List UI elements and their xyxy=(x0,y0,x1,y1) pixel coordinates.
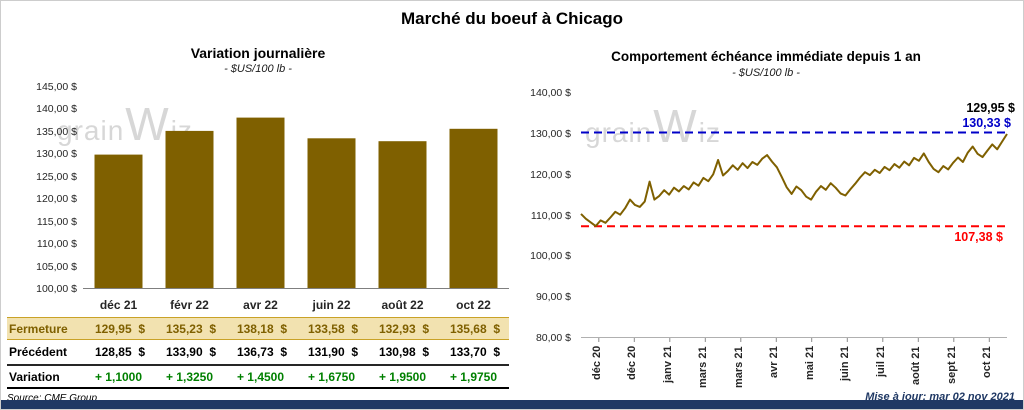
precedent-row: Précédent 128,85 $ 133,90 $ 136,73 $ 131… xyxy=(7,340,509,364)
x-tick-label: janv 21 xyxy=(661,346,674,384)
x-tick-label: mars 21 xyxy=(697,346,710,388)
bar-chart xyxy=(83,87,509,289)
precedent-value: 133,70 $ xyxy=(449,345,500,359)
x-tick-label: avr 21 xyxy=(768,346,781,378)
variation-value: + 1,3250 xyxy=(165,369,214,384)
last-price-label: 129,95 $ xyxy=(966,101,1015,116)
y-tick-label: 135,00 $ xyxy=(36,125,77,138)
precedent-value: 130,98 $ xyxy=(378,345,429,359)
y-tick-label: 80,00 $ xyxy=(535,332,571,344)
fermeture-value: 133,58 $ xyxy=(307,321,358,336)
y-tick-label: 105,00 $ xyxy=(36,260,77,273)
fermeture-value: 135,23 $ xyxy=(165,321,216,336)
line-chart-svg xyxy=(580,131,1008,342)
variation-row: Variation + 1,1000 + 1,3250 + 1,4500 + 1… xyxy=(7,364,509,389)
y-tick-label: 120,00 $ xyxy=(36,193,77,206)
y-tick-label: 145,00 $ xyxy=(36,81,77,93)
y-tick-label: 115,00 $ xyxy=(36,215,77,228)
precedent-value: 133,90 $ xyxy=(165,345,216,359)
y-tick-label: 140,00 $ xyxy=(530,87,571,99)
y-tick-label: 110,00 $ xyxy=(530,209,571,222)
line-chart: 129,95 $ 130,33 $ 107,38 $ xyxy=(580,93,1015,343)
variation-value: + 1,9500 xyxy=(378,369,427,384)
precedent-value: 131,90 $ xyxy=(307,345,358,359)
line-chart-y-axis: 140,00 $ 130,00 $ 120,00 $ 110,00 $ 100,00 $… xyxy=(513,87,575,344)
bar-chart-subtitle: - $US/100 lb - xyxy=(224,63,292,75)
x-tick-label: mai 21 xyxy=(803,346,816,381)
high-reference-label: 130,33 $ xyxy=(962,116,1011,131)
watermark-text: iz xyxy=(698,117,721,148)
month-label: févr 22 xyxy=(170,298,209,312)
x-tick-label: juin 21 xyxy=(839,346,852,381)
precedent-value: 136,73 $ xyxy=(236,345,287,359)
fermeture-value: 138,18 $ xyxy=(236,321,287,336)
daily-variation-panel: Variation journalière - $US/100 lb - gra… xyxy=(7,37,509,407)
y-tick-label: 100,00 $ xyxy=(530,250,571,263)
x-tick-label: déc 20 xyxy=(626,346,639,381)
line-chart-subtitle: - $US/100 lb - xyxy=(732,67,800,79)
low-reference-label: 107,38 $ xyxy=(954,230,1003,245)
y-tick-label: 120,00 $ xyxy=(530,168,571,181)
month-label: juin 22 xyxy=(312,298,351,312)
row-label-fermeture: Fermeture xyxy=(9,321,68,336)
y-tick-label: 140,00 $ xyxy=(36,103,77,116)
month-header-row: déc 21 févr 22 avr 22 juin 22 août 22 oc… xyxy=(7,293,509,317)
y-tick-label: 90,00 $ xyxy=(535,291,571,304)
one-year-trend-panel: Comportement échéance immédiate depuis 1… xyxy=(513,37,1019,407)
y-tick-label: 130,00 $ xyxy=(530,127,571,140)
price-table: déc 21 févr 22 avr 22 juin 22 août 22 oc… xyxy=(7,293,509,389)
x-tick-label: déc 20 xyxy=(590,346,603,381)
row-label-variation: Variation xyxy=(9,369,60,384)
bar-chart-y-axis: 145,00 $ 140,00 $ 135,00 $ 130,00 $ 125,00 $… xyxy=(7,81,81,295)
watermark-w-glyph: W xyxy=(125,98,170,150)
variation-value: + 1,4500 xyxy=(236,369,285,384)
row-label-precedent: Précédent xyxy=(9,345,68,359)
bar-chart-title: Variation journalière xyxy=(190,45,326,61)
y-tick-label: 110,00 $ xyxy=(36,238,77,251)
precedent-value: 128,85 $ xyxy=(94,345,145,359)
source-note: Source: CME Group xyxy=(7,393,98,404)
page-title: Marché du boeuf à Chicago xyxy=(401,9,623,28)
y-tick-label: 100,00 $ xyxy=(36,283,77,295)
month-label: déc 21 xyxy=(99,298,138,312)
fermeture-value: 132,93 $ xyxy=(378,321,429,336)
fermeture-row: Fermeture 129,95 $ 135,23 $ 138,18 $ 133… xyxy=(7,317,509,340)
y-tick-label: 130,00 $ xyxy=(36,148,77,161)
fermeture-value: 135,68 $ xyxy=(449,321,500,336)
bottom-bar xyxy=(1,400,1023,409)
y-tick-label: 125,00 $ xyxy=(36,170,77,183)
x-tick-label: mars 21 xyxy=(732,346,745,388)
variation-value: + 1,1000 xyxy=(94,369,143,384)
month-label: oct 22 xyxy=(456,298,491,312)
fermeture-value: 129,95 $ xyxy=(94,321,145,336)
variation-value: + 1,6750 xyxy=(307,369,356,384)
month-label: août 22 xyxy=(381,298,424,312)
bar-chart-svg xyxy=(83,117,509,289)
watermark-w-glyph: W xyxy=(653,100,698,152)
line-chart-title: Comportement échéance immédiate depuis 1… xyxy=(611,49,921,64)
variation-value: + 1,9750 xyxy=(449,369,498,384)
month-label: avr 22 xyxy=(243,298,278,312)
watermark-text: grain xyxy=(57,115,125,146)
